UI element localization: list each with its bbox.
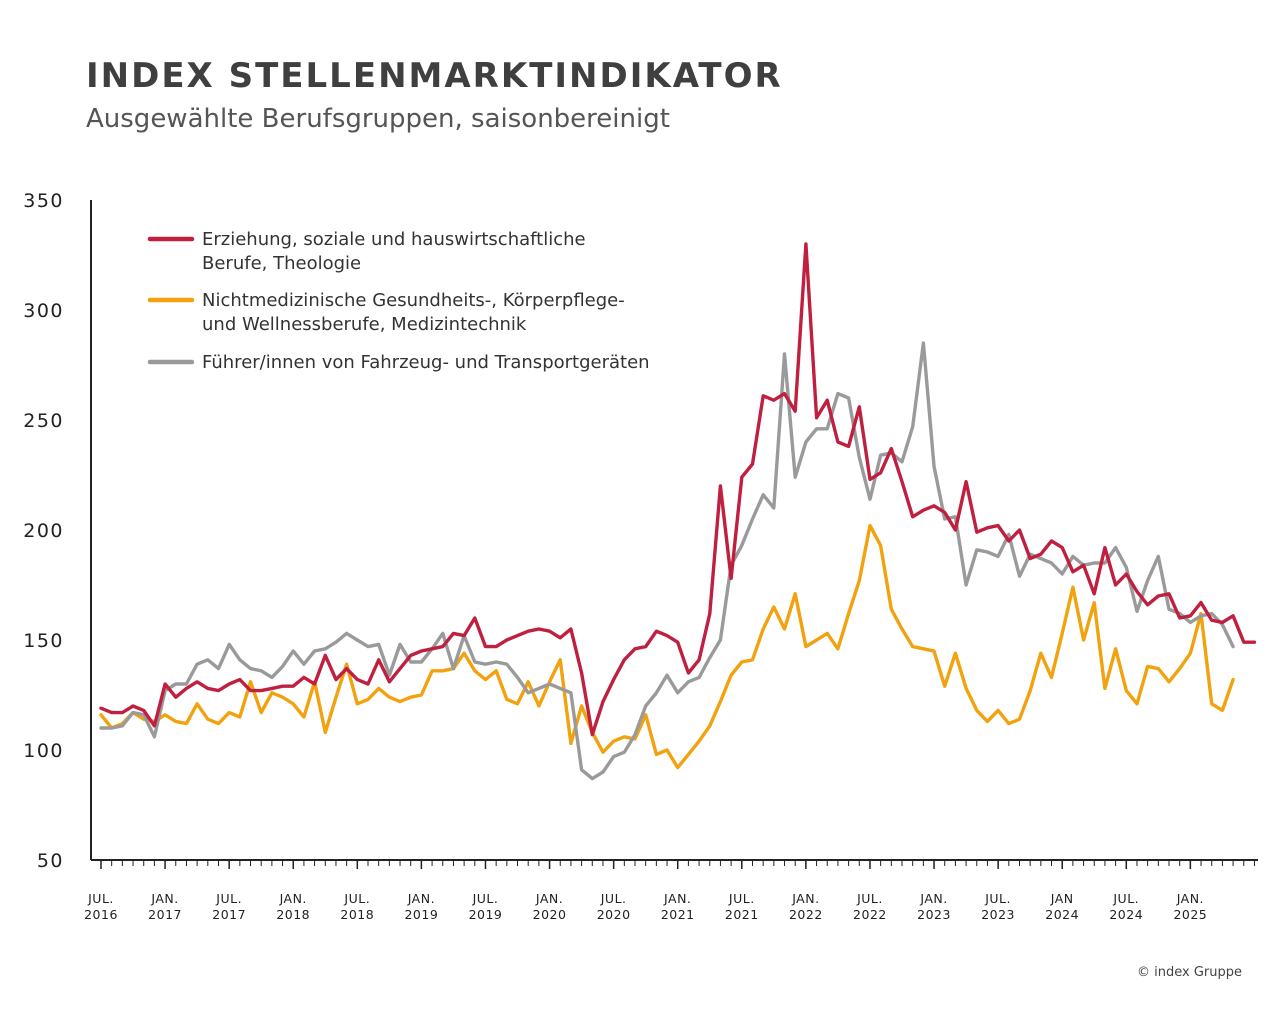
x-tick-label: 2023 — [981, 907, 1015, 922]
legend-label-3: Führer/innen von Fahrzeug- und Transport… — [202, 352, 650, 373]
x-tick-label: JAN. — [791, 891, 819, 906]
x-tick-label: JAN. — [150, 891, 178, 906]
legend-label-2: Nichtmedizinische Gesundheits-, Körperpf… — [202, 290, 625, 311]
x-tick-label: JAN. — [919, 891, 947, 906]
x-tick-label: 2017 — [212, 907, 246, 922]
y-tick-label: 100 — [23, 740, 64, 762]
x-tick-label: 2018 — [276, 907, 310, 922]
x-tick-label: 2023 — [917, 907, 951, 922]
x-tick-label: 2021 — [725, 907, 759, 922]
x-tick-label: 2024 — [1045, 907, 1079, 922]
x-tick-label: 2022 — [853, 907, 887, 922]
x-tick-label: 2016 — [84, 907, 118, 922]
chart-title: INDEX STELLENMARKTINDIKATOR — [86, 56, 783, 96]
x-tick-label: JUL. — [984, 891, 1011, 906]
x-tick-label: JAN. — [663, 891, 691, 906]
chart-subtitle: Ausgewählte Berufsgruppen, saisonbereini… — [86, 104, 670, 134]
x-tick-label: 2019 — [469, 907, 503, 922]
x-tick-label: 2018 — [340, 907, 374, 922]
x-tick-label: JUL. — [856, 891, 883, 906]
x-tick-label: 2024 — [1109, 907, 1143, 922]
x-tick-label: JUL. — [728, 891, 755, 906]
x-tick-label: 2019 — [404, 907, 438, 922]
x-tick-label: JUL. — [472, 891, 499, 906]
x-tick-label: JUL. — [87, 891, 114, 906]
x-tick-label: JAN. — [279, 891, 307, 906]
series-line-2 — [99, 523, 1235, 770]
x-tick-label: JUL. — [1112, 891, 1139, 906]
legend-label-1: Erziehung, soziale und hauswirtschaftlic… — [202, 229, 586, 250]
chart-legend: Erziehung, soziale und hauswirtschaftlic… — [147, 229, 650, 373]
x-tick-label: JAN. — [1176, 891, 1204, 906]
x-tick-label: JAN. — [407, 891, 435, 906]
series-line-1 — [99, 242, 1257, 737]
x-tick-label: JUL. — [600, 891, 627, 906]
legend-label-1: Berufe, Theologie — [202, 253, 361, 274]
x-tick-label: JUL. — [343, 891, 370, 906]
x-tick-label: 2022 — [789, 907, 823, 922]
x-tick-label: 2021 — [661, 907, 695, 922]
y-tick-label: 300 — [23, 300, 64, 322]
series-line-3 — [99, 341, 1235, 781]
x-tick-label: JAN. — [535, 891, 563, 906]
series-layer — [99, 242, 1257, 781]
y-tick-label: 250 — [23, 410, 64, 432]
legend-label-2: und Wellnessberufe, Medizintechnik — [202, 314, 527, 335]
x-tick-label: JUL. — [215, 891, 242, 906]
x-tick-label: 2020 — [597, 907, 631, 922]
x-tick-label: 2020 — [533, 907, 567, 922]
chart-axes: 35030025020015010050JUL.2016JAN.2017JUL.… — [23, 190, 1258, 922]
x-tick-label: JAN — [1050, 891, 1074, 906]
y-tick-label: 200 — [23, 520, 64, 542]
x-tick-label: 2017 — [148, 907, 182, 922]
copyright-credit: © index Gruppe — [1137, 965, 1242, 980]
y-tick-label: 350 — [23, 190, 64, 212]
y-tick-label: 50 — [37, 850, 64, 872]
x-tick-label: 2025 — [1173, 907, 1207, 922]
y-tick-label: 150 — [23, 630, 64, 652]
